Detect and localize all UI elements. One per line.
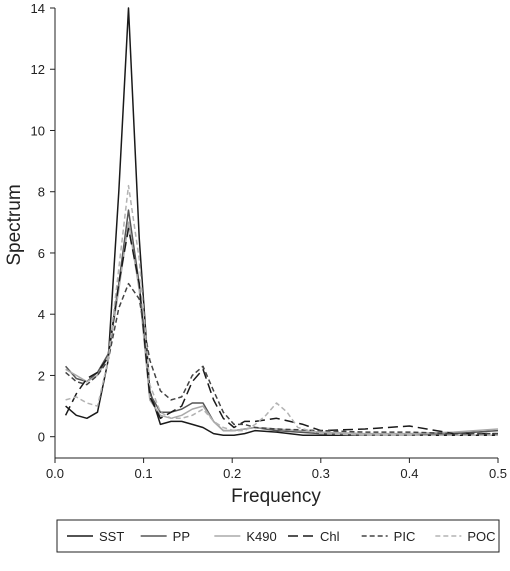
- y-tick-label: 6: [38, 246, 45, 261]
- x-axis-title: Frequency: [231, 486, 321, 507]
- axis-ticks-group: 0.0 0.1 0.2 0.3 0.4 0.5 0 2 4 6 8 10 12 14: [31, 1, 508, 481]
- y-tick-label: 14: [31, 1, 45, 16]
- plot-frame-group: [54, 8, 498, 459]
- legend: SST PP K490 Chl PIC POC: [56, 519, 500, 553]
- series-line-k490: [65, 221, 499, 435]
- x-tick-label: 0.0: [46, 466, 64, 481]
- y-tick-label: 4: [38, 307, 45, 322]
- x-tick-label: 0.3: [312, 466, 330, 481]
- x-tick-label: 0.1: [135, 466, 153, 481]
- y-tick-label: 10: [31, 123, 45, 138]
- series-line-pp: [65, 209, 499, 436]
- x-tick-label: 0.5: [489, 466, 507, 481]
- legend-label-k490: K490: [246, 529, 276, 544]
- legend-label-sst: SST: [99, 529, 124, 544]
- series-lines-group: [64, 7, 499, 436]
- series-line-pic: [65, 282, 498, 435]
- series-line-chl: [64, 227, 498, 435]
- y-tick-label: 2: [38, 368, 45, 383]
- legend-label-pic: PIC: [394, 529, 416, 544]
- y-tick-label: 8: [38, 185, 45, 200]
- legend-box: [56, 519, 500, 553]
- legend-label-chl: Chl: [320, 529, 340, 544]
- legend-label-pp: PP: [173, 529, 190, 544]
- y-tick-label: 0: [38, 430, 45, 445]
- y-axis-title: Spectrum: [4, 184, 25, 265]
- series-line-sst: [65, 7, 498, 436]
- legend-label-poc: POC: [467, 529, 495, 544]
- x-tick-label: 0.4: [400, 466, 418, 481]
- y-tick-label: 12: [31, 62, 45, 77]
- x-tick-label: 0.2: [223, 466, 241, 481]
